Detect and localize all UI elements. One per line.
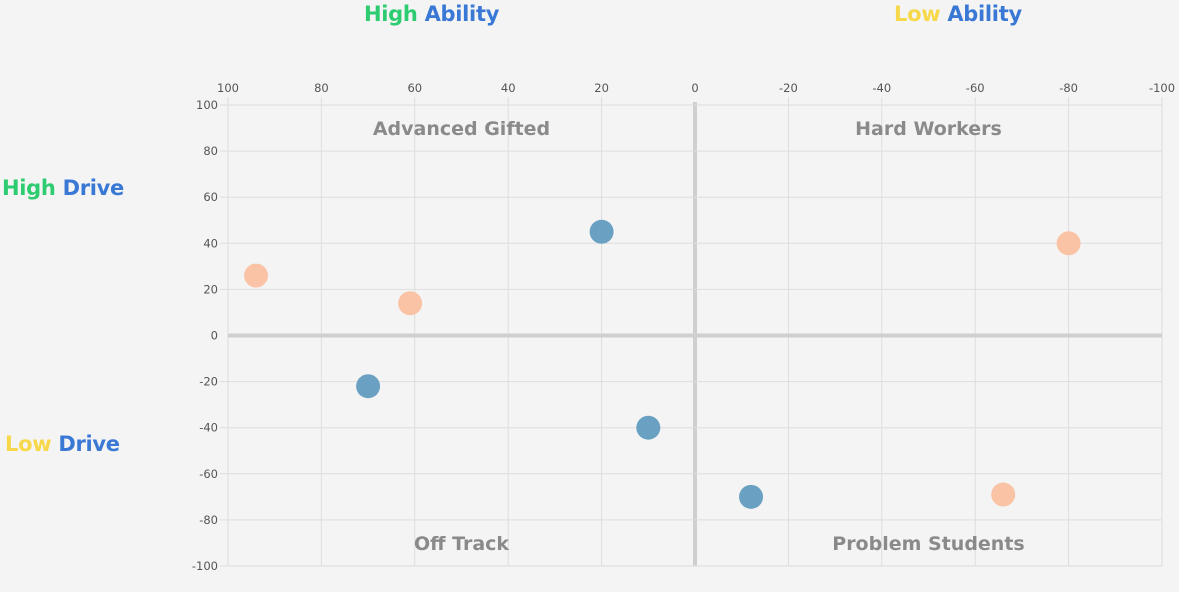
x-tick-label: 20	[594, 81, 609, 95]
data-point-series-1	[739, 484, 764, 509]
title-word-high: High	[2, 176, 56, 200]
quadrant-label: Problem Students	[832, 533, 1024, 555]
quadrant-label: Advanced Gifted	[373, 118, 550, 140]
x-tick-label: 100	[217, 81, 239, 95]
y-tick-label: 80	[203, 144, 218, 158]
x-tick-label: -80	[1059, 81, 1078, 95]
y-tick-label: -20	[199, 375, 218, 389]
title-word-drive: Drive	[62, 176, 125, 200]
y-axis-title-low-drive: Low Drive	[5, 432, 120, 456]
y-tick-label: 60	[203, 190, 218, 204]
y-tick-label: -40	[199, 421, 218, 435]
data-point-series-2	[1056, 231, 1081, 256]
y-tick-label: 40	[203, 236, 218, 250]
title-word-ability: Ability	[424, 2, 500, 26]
y-axis-title-high-drive: High Drive	[2, 176, 124, 200]
y-tick-label: -80	[199, 513, 218, 527]
x-tick-label: -100	[1149, 81, 1175, 95]
data-points	[244, 219, 1081, 509]
x-tick-label: 0	[691, 81, 698, 95]
title-word-drive: Drive	[58, 432, 120, 456]
quadrant-label: Off Track	[414, 533, 509, 555]
data-point-series-2	[244, 263, 269, 288]
title-word-low: Low	[894, 2, 941, 26]
y-tick-label: -100	[192, 559, 218, 573]
data-point-series-1	[636, 415, 661, 440]
data-point-series-1	[356, 374, 381, 399]
x-tick-label: 60	[407, 81, 422, 95]
title-word-ability: Ability	[947, 2, 1022, 26]
title-word-low: Low	[5, 432, 52, 456]
data-point-series-2	[398, 291, 423, 316]
quadrant-labels: Advanced Gifted Hard Workers Off Track Prob…	[373, 118, 1025, 555]
y-tick-label: -60	[199, 467, 218, 481]
data-point-series-2	[991, 482, 1016, 507]
x-tick-label: -20	[779, 81, 798, 95]
title-word-high: High	[364, 2, 418, 26]
x-tick-label: 40	[501, 81, 516, 95]
x-axis-title-low-ability: Low Ability	[894, 2, 1022, 26]
x-tick-label: 80	[314, 81, 329, 95]
quadrant-label: Hard Workers	[855, 118, 1002, 140]
x-tick-label: -60	[966, 81, 985, 95]
x-axis-title-high-ability: High Ability	[364, 2, 499, 26]
grid-lines	[220, 97, 1163, 567]
x-tick-label: -40	[872, 81, 891, 95]
data-point-series-1	[589, 219, 614, 244]
y-tick-label: 0	[211, 329, 218, 343]
tick-labels: 100 80 60 40 20 0 -20 -40 -60 -80 -100 100 80 60 40 20 0…	[192, 81, 1175, 573]
y-tick-label: 20	[203, 282, 218, 296]
y-tick-label: 100	[196, 98, 218, 112]
